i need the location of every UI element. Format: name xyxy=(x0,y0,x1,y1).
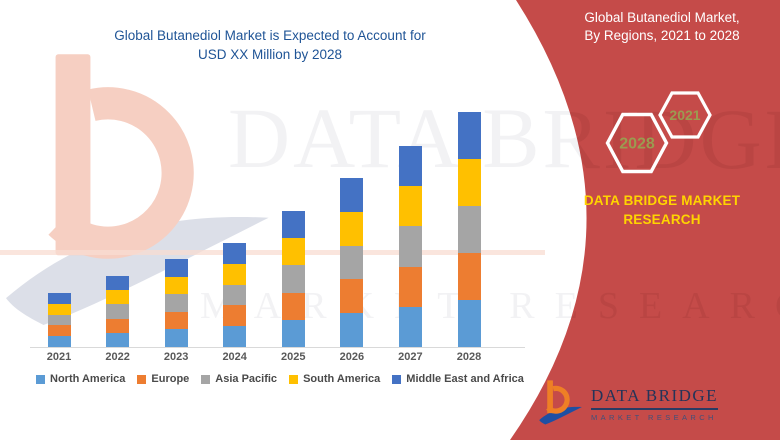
brand-name-text: DATA BRIDGE MARKET RESEARCH xyxy=(548,191,776,229)
bar-segment-south-america xyxy=(457,159,481,206)
footer-logo-text: DATA BRIDGE MARKET RESEARCH xyxy=(591,386,719,422)
chart-title-line2: USD XX Million by 2028 xyxy=(197,47,343,62)
bar-segment-south-america xyxy=(47,303,71,315)
legend-label: Middle East and Africa xyxy=(406,373,524,385)
brand-line2: RESEARCH xyxy=(623,212,701,227)
bar-segment-middle-east-and-africa xyxy=(398,146,422,187)
bar-segment-south-america xyxy=(223,263,247,285)
legend-item: South America xyxy=(289,373,380,385)
bar-segment-south-america xyxy=(340,211,364,246)
watermark-text-sub-on-panel: MARKET RESEARCH xyxy=(200,285,780,327)
bar-segment-europe xyxy=(106,318,130,333)
bar-segment-north-america xyxy=(340,313,364,347)
bar-segment-middle-east-and-africa xyxy=(223,243,247,264)
bar-segment-north-america xyxy=(281,319,305,347)
legend-item: Europe xyxy=(137,373,189,385)
brand-line1: DATA BRIDGE MARKET xyxy=(583,193,741,208)
bar-segment-asia-pacific xyxy=(47,314,71,326)
sidebar-title: Global Butanediol Market, By Regions, 20… xyxy=(548,9,776,45)
bar-segment-middle-east-and-africa xyxy=(457,112,481,159)
x-axis-label: 2026 xyxy=(339,351,365,363)
bar-segment-europe xyxy=(457,253,481,300)
bar-segment-north-america xyxy=(457,300,481,347)
legend-label: Europe xyxy=(151,373,190,385)
bar-segment-north-america xyxy=(164,329,188,347)
bar-segment-south-america xyxy=(398,186,422,227)
watermark-text-sub: MARKET RESEARCH xyxy=(200,285,780,327)
bar-segment-asia-pacific xyxy=(340,245,364,280)
legend-swatch-icon xyxy=(201,374,211,384)
x-axis-line xyxy=(30,347,525,348)
bar-segment-europe xyxy=(281,292,305,320)
bar-segment-south-america xyxy=(281,238,305,266)
chart-title: Global Butanediol Market is Expected to … xyxy=(0,26,540,64)
legend-label: South America xyxy=(303,373,381,385)
bar-segment-middle-east-and-africa xyxy=(164,259,188,277)
legend-swatch-icon xyxy=(137,374,147,384)
chart-legend: North America Europe Asia Pacific South Ame… xyxy=(36,373,524,385)
x-axis-label: 2023 xyxy=(163,351,189,363)
x-axis-label: 2022 xyxy=(105,351,130,363)
bar-segment-asia-pacific xyxy=(398,226,422,267)
x-axis-label: 2027 xyxy=(398,351,423,363)
bar-segment-asia-pacific xyxy=(457,206,481,253)
footer-logo: DATA BRIDGE MARKET RESEARCH xyxy=(538,380,719,428)
x-axis-label: 2021 xyxy=(46,351,72,363)
bar-segment-south-america xyxy=(106,290,130,305)
year-hexagon-badges: 2028 2021 xyxy=(605,91,712,174)
sidebar-title-line2: By Regions, 2021 to 2028 xyxy=(584,28,740,43)
bar-segment-middle-east-and-africa xyxy=(281,211,305,239)
bar-segment-europe xyxy=(340,279,364,314)
x-axis-label: 2024 xyxy=(222,351,247,363)
bar-segment-asia-pacific xyxy=(106,304,130,319)
footer-logo-subtitle: MARKET RESEARCH xyxy=(591,413,717,422)
chart-title-line1: Global Butanediol Market is Expected to … xyxy=(114,28,426,43)
x-axis-label: 2025 xyxy=(281,351,306,363)
data-bridge-logo-watermark xyxy=(6,54,269,325)
data-bridge-b-icon xyxy=(539,380,582,425)
hexagon-2028-label: 2028 xyxy=(619,136,655,153)
legend-item: North America xyxy=(36,373,125,385)
bar-segment-middle-east-and-africa xyxy=(106,276,130,291)
bar-segment-north-america xyxy=(223,326,247,347)
bar-segment-europe xyxy=(164,311,188,330)
sidebar-title-line1: Global Butanediol Market, xyxy=(584,10,740,25)
footer-logo-name: DATA BRIDGE xyxy=(591,386,719,410)
legend-item: Asia Pacific xyxy=(201,373,277,385)
bar-segment-europe xyxy=(398,266,422,307)
bar-segment-north-america xyxy=(398,306,422,347)
bar-segment-north-america xyxy=(47,336,71,347)
bar-segment-middle-east-and-africa xyxy=(340,178,364,212)
bar-segment-south-america xyxy=(164,276,188,295)
watermark-band xyxy=(0,250,545,255)
legend-swatch-icon xyxy=(392,374,402,384)
legend-label: North America xyxy=(50,373,126,385)
bar-segment-europe xyxy=(223,305,247,327)
bar-segment-europe xyxy=(47,325,71,337)
bar-segment-asia-pacific xyxy=(223,284,247,306)
bar-segment-middle-east-and-africa xyxy=(47,293,71,304)
legend-swatch-icon xyxy=(289,374,299,384)
legend-swatch-icon xyxy=(36,374,45,384)
legend-item: Middle East and Africa xyxy=(392,373,524,385)
bar-segment-asia-pacific xyxy=(164,294,188,312)
bar-segment-asia-pacific xyxy=(281,265,305,293)
legend-label: Asia Pacific xyxy=(215,373,278,385)
bar-segment-north-america xyxy=(106,332,130,347)
hexagon-2021-label: 2021 xyxy=(669,107,700,123)
x-axis-label: 2028 xyxy=(456,351,482,363)
